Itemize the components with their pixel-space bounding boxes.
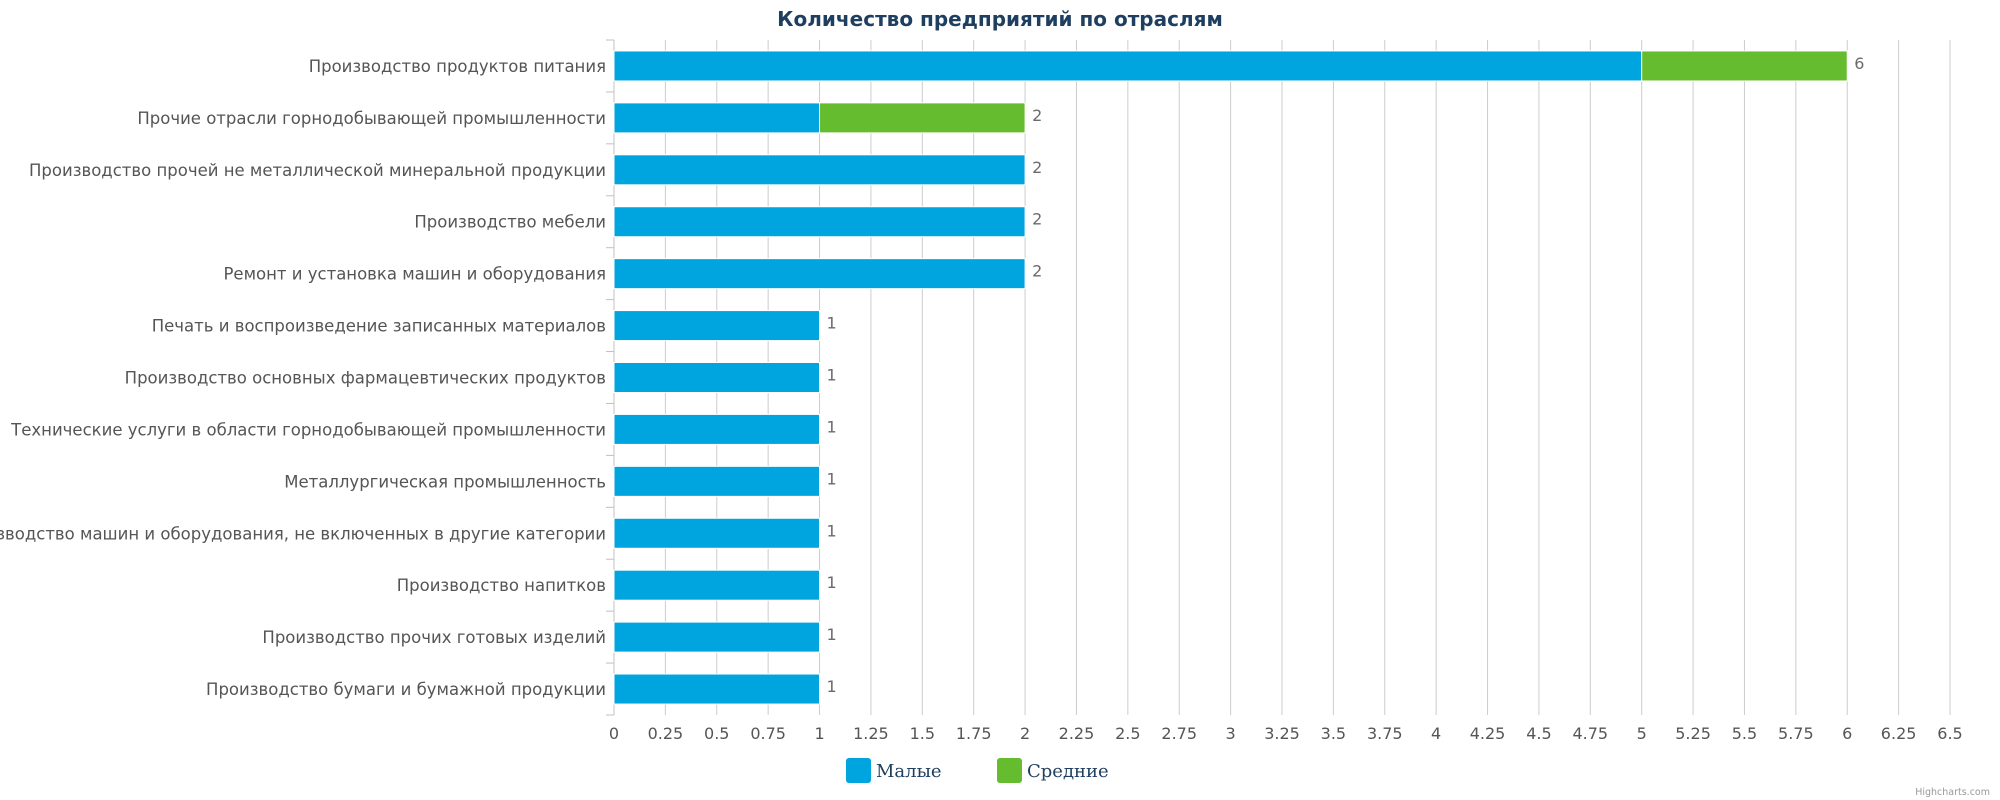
bar-segment[interactable] bbox=[613, 310, 821, 342]
x-tick-label: 2 bbox=[1020, 724, 1030, 743]
x-tick-label: 1.25 bbox=[853, 724, 889, 743]
data-label: 1 bbox=[827, 314, 837, 333]
x-tick-label: 4.75 bbox=[1572, 724, 1608, 743]
x-tick-label: 0 bbox=[609, 724, 619, 743]
data-label: 1 bbox=[827, 625, 837, 644]
data-label: 6 bbox=[1854, 54, 1864, 73]
x-tick-label: 6.25 bbox=[1881, 724, 1917, 743]
category-label: Производство прочих готовых изделий bbox=[262, 628, 606, 647]
category-label: Технические услуги в области горнодобыва… bbox=[10, 420, 606, 439]
bar-segment[interactable] bbox=[819, 102, 1026, 134]
legend-swatch[interactable] bbox=[846, 758, 871, 783]
bar-segment[interactable] bbox=[613, 517, 821, 549]
chart-title: Количество предприятий по отраслям bbox=[777, 7, 1223, 31]
category-label: Производство продуктов питания bbox=[309, 57, 606, 76]
x-tick-label: 2.25 bbox=[1059, 724, 1095, 743]
x-tick-label: 1.5 bbox=[910, 724, 935, 743]
category-label: Производство бумаги и бумажной продукции bbox=[206, 680, 606, 699]
legend-item-label[interactable]: Средние bbox=[1027, 761, 1109, 782]
bar-segment[interactable] bbox=[613, 465, 821, 497]
data-label: 1 bbox=[827, 677, 837, 696]
data-label: 2 bbox=[1032, 106, 1042, 125]
category-label: Производство мебели bbox=[414, 213, 606, 232]
x-tick-label: 2.75 bbox=[1161, 724, 1197, 743]
data-label: 1 bbox=[827, 573, 837, 592]
data-label: 1 bbox=[827, 469, 837, 488]
category-label: Печать и воспроизведение записанных мате… bbox=[152, 317, 606, 336]
category-label: Производство основных фармацевтических п… bbox=[125, 369, 606, 388]
bar-segment[interactable] bbox=[613, 206, 1026, 238]
x-axis-ticks: 0 0.25 0.5 0.75 1 1.25 1.5 1.75 2 2.25 2.5 2.75 3 3.2… bbox=[609, 724, 1963, 743]
bars bbox=[613, 50, 1848, 705]
x-tick-label: 6.5 bbox=[1937, 724, 1962, 743]
bar-segment[interactable] bbox=[613, 102, 821, 134]
data-label: 2 bbox=[1032, 158, 1042, 177]
data-label: 2 bbox=[1032, 262, 1042, 281]
x-tick-label: 4.5 bbox=[1526, 724, 1551, 743]
x-tick-label: 0.5 bbox=[704, 724, 729, 743]
bar-segment[interactable] bbox=[613, 673, 821, 705]
bar-segment[interactable] bbox=[1641, 50, 1848, 82]
legend-item-label[interactable]: Малые bbox=[876, 761, 942, 782]
x-tick-label: 2.5 bbox=[1115, 724, 1140, 743]
bar-segment[interactable] bbox=[613, 413, 821, 445]
category-label: Металлургическая промышленность bbox=[284, 472, 606, 491]
data-label: 1 bbox=[827, 521, 837, 540]
data-labels: 6 2 2 2 2 1 1 1 1 1 1 1 1 bbox=[827, 54, 1865, 696]
category-labels: Производство продуктов питания Прочие отр… bbox=[0, 57, 606, 699]
legend-swatch[interactable] bbox=[997, 758, 1022, 783]
bar-segment[interactable] bbox=[613, 154, 1026, 186]
x-tick-label: 0.25 bbox=[648, 724, 684, 743]
category-label: Ремонт и установка машин и оборудования bbox=[223, 265, 606, 284]
x-tick-label: 0.75 bbox=[750, 724, 786, 743]
data-label: 1 bbox=[827, 417, 837, 436]
legend: Малые Средние bbox=[846, 758, 1109, 783]
x-tick-label: 4.25 bbox=[1470, 724, 1506, 743]
credits-link[interactable]: Highcharts.com bbox=[1915, 787, 1990, 798]
x-tick-label: 6 bbox=[1842, 724, 1852, 743]
x-tick-label: 5.5 bbox=[1732, 724, 1757, 743]
gridlines bbox=[606, 39, 1951, 716]
category-label: Прочие отрасли горнодобывающей промышлен… bbox=[137, 109, 606, 128]
x-tick-label: 5 bbox=[1637, 724, 1647, 743]
bar-segment[interactable] bbox=[613, 50, 1643, 82]
data-label: 1 bbox=[827, 366, 837, 385]
category-label: Производство машин и оборудования, не вк… bbox=[0, 524, 606, 543]
x-tick-label: 3.75 bbox=[1367, 724, 1403, 743]
x-tick-label: 5.25 bbox=[1675, 724, 1711, 743]
bar-segment[interactable] bbox=[613, 569, 821, 601]
bar-segment[interactable] bbox=[613, 621, 821, 653]
data-label: 2 bbox=[1032, 210, 1042, 229]
x-tick-label: 3 bbox=[1226, 724, 1236, 743]
x-tick-label: 1 bbox=[814, 724, 824, 743]
x-tick-label: 5.75 bbox=[1778, 724, 1814, 743]
bar-segment[interactable] bbox=[613, 258, 1026, 290]
x-tick-label: 1.75 bbox=[956, 724, 992, 743]
x-tick-label: 3.25 bbox=[1264, 724, 1300, 743]
category-label: Производство напитков bbox=[397, 576, 606, 595]
category-label: Производство прочей не металлической мин… bbox=[29, 161, 606, 180]
x-tick-label: 4 bbox=[1431, 724, 1441, 743]
x-tick-label: 3.5 bbox=[1321, 724, 1346, 743]
bar-segment[interactable] bbox=[613, 362, 821, 393]
